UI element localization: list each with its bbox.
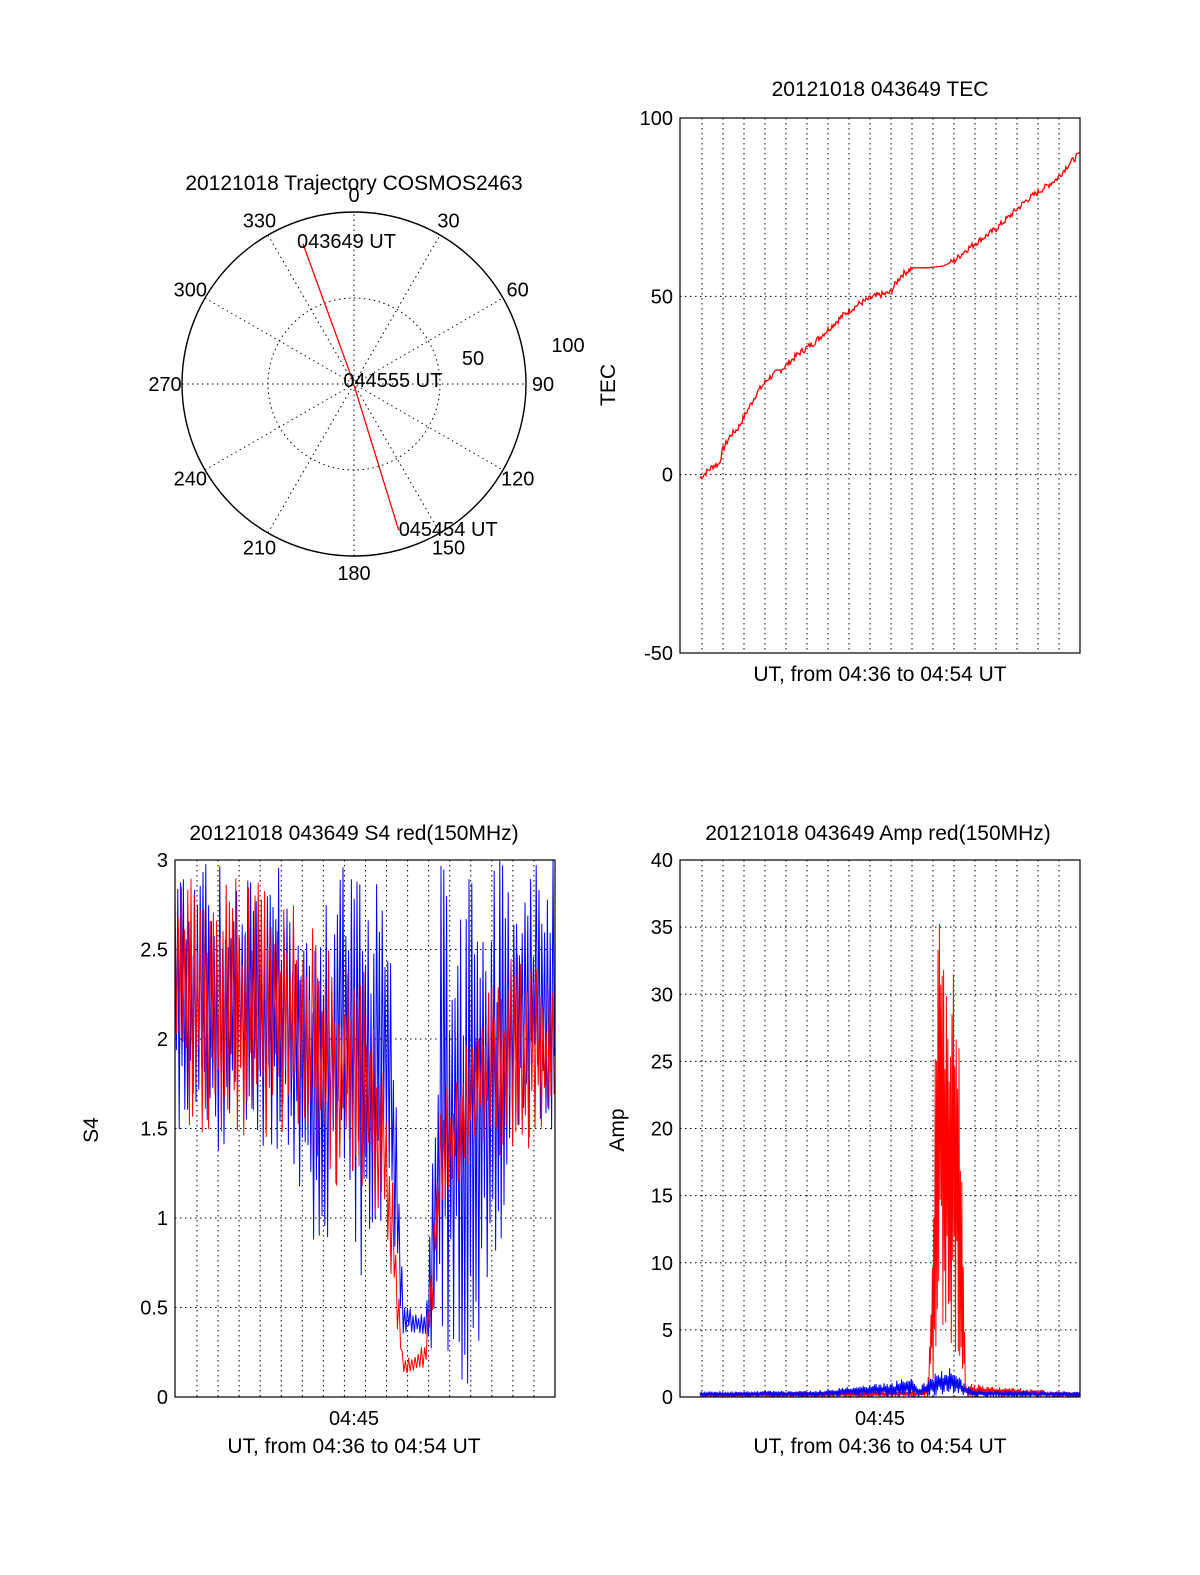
s4-xlabel: UT, from 04:36 to 04:54 UT bbox=[227, 1435, 480, 1458]
tec-title: 20121018 043649 TEC bbox=[772, 78, 989, 101]
polar-angle-label: 330 bbox=[243, 210, 276, 232]
amp-ytick-label: 0 bbox=[662, 1387, 673, 1409]
polar-point-label: 043649 UT bbox=[297, 231, 396, 253]
polar-trajectory-line bbox=[302, 243, 400, 531]
amp-series bbox=[699, 923, 1080, 1399]
polar-angle-label: 30 bbox=[437, 210, 459, 232]
amp-ytick-label: 15 bbox=[651, 1186, 673, 1208]
s4-frame bbox=[174, 859, 556, 1398]
tec-yticks: -50 0 50 100 bbox=[640, 108, 673, 665]
amp-xlabel: UT, from 04:36 to 04:54 UT bbox=[753, 1435, 1006, 1458]
s4-ylabel: S4 bbox=[80, 1117, 103, 1143]
tec-ytick-label: 100 bbox=[640, 108, 673, 130]
amp-ytick-label: 5 bbox=[662, 1320, 673, 1342]
s4-title: 20121018 043649 S4 red(150MHz) bbox=[189, 822, 518, 845]
polar-inner-circle bbox=[267, 297, 441, 471]
amp-series-blue bbox=[699, 1368, 1080, 1398]
amp-yticks: 0 5 10 15 20 25 30 35 40 bbox=[651, 850, 673, 1409]
amp-xtick-label: 04:45 bbox=[855, 1408, 905, 1430]
s4-xtick-label: 04:45 bbox=[329, 1408, 379, 1430]
s4-yticks: 0 0.5 1 1.5 2 2.5 3 bbox=[140, 850, 168, 1409]
tec-ytick-label: 0 bbox=[662, 465, 673, 487]
s4-ytick-label: 3 bbox=[157, 850, 168, 872]
polar-radial-label-100: 100 bbox=[551, 335, 584, 357]
amp-ytick-label: 30 bbox=[651, 984, 673, 1006]
amp-title: 20121018 043649 Amp red(150MHz) bbox=[705, 822, 1051, 845]
amp-grid bbox=[680, 859, 1080, 1398]
amp-ytick-label: 25 bbox=[651, 1051, 673, 1073]
polar-trajectory: 043649 UT 044555 UT 045454 UT bbox=[297, 231, 498, 541]
tec-panel: 20121018 043649 TEC -50 0 50 100 TEC UT, fr… bbox=[597, 78, 1081, 686]
tec-xlabel: UT, from 04:36 to 04:54 UT bbox=[753, 663, 1006, 686]
s4-ytick-label: 2.5 bbox=[140, 940, 168, 962]
amp-panel: 20121018 043649 Amp red(150MHz) 0 5 10 15 20… bbox=[606, 822, 1081, 1458]
amp-frame bbox=[679, 859, 1081, 1398]
polar-angle-label: 150 bbox=[432, 538, 465, 560]
polar-angle-label: 60 bbox=[507, 280, 529, 302]
polar-angle-label: 0 bbox=[348, 185, 359, 207]
polar-angle-label: 180 bbox=[337, 563, 370, 585]
s4-ytick-label: 2 bbox=[157, 1029, 168, 1051]
polar-angle-labels: 0 30 60 90 120 150 180 210 240 270 300 330 bbox=[148, 185, 554, 585]
polar-panel: 20121018 Trajectory COSMOS2463 0 30 60 90 12… bbox=[148, 172, 584, 585]
s4-ytick-label: 1 bbox=[157, 1208, 168, 1230]
s4-ytick-label: 1.5 bbox=[140, 1119, 168, 1141]
tec-grid bbox=[680, 117, 1080, 654]
amp-ytick-label: 35 bbox=[651, 917, 673, 939]
s4-ytick-label: 0 bbox=[157, 1387, 168, 1409]
polar-point-label: 044555 UT bbox=[343, 370, 442, 392]
s4-series-red bbox=[174, 878, 555, 1374]
amp-series-red bbox=[699, 923, 1080, 1399]
amp-ytick-label: 40 bbox=[651, 850, 673, 872]
polar-point-label: 045454 UT bbox=[399, 519, 498, 541]
tec-ytick-label: -50 bbox=[644, 643, 673, 665]
tec-ytick-label: 50 bbox=[651, 286, 673, 308]
s4-panel: 20121018 043649 S4 red(150MHz) 0 0.5 1 1.5 2… bbox=[80, 822, 556, 1458]
s4-series bbox=[174, 860, 555, 1384]
polar-angle-label: 300 bbox=[174, 280, 207, 302]
polar-angle-label: 90 bbox=[532, 374, 554, 396]
amp-ytick-label: 20 bbox=[651, 1119, 673, 1141]
s4-ytick-label: 0.5 bbox=[140, 1298, 168, 1320]
polar-angle-label: 270 bbox=[148, 374, 181, 396]
tec-series-line bbox=[699, 152, 1081, 481]
polar-angle-label: 210 bbox=[243, 538, 276, 560]
amp-ytick-label: 10 bbox=[651, 1253, 673, 1275]
polar-angle-label: 240 bbox=[174, 469, 207, 491]
tec-ylabel: TEC bbox=[597, 364, 620, 406]
polar-angle-label: 120 bbox=[501, 469, 534, 491]
amp-ylabel: Amp bbox=[606, 1108, 629, 1151]
polar-title: 20121018 Trajectory COSMOS2463 bbox=[185, 172, 522, 195]
tec-frame bbox=[679, 117, 1081, 654]
polar-radial-label-50: 50 bbox=[462, 348, 484, 370]
